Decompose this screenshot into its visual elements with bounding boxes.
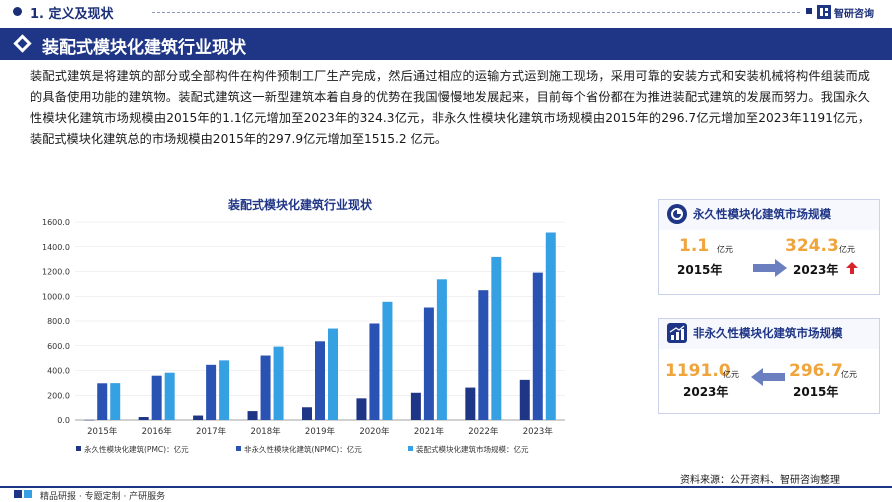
y-tick-label: 0.0 (57, 416, 70, 425)
footer-tagline: 精品研报 · 专题定制 · 产研服务 (40, 492, 166, 502)
legend-swatch (408, 446, 413, 451)
y-tick-label: 400.0 (47, 367, 70, 376)
bar (328, 328, 338, 420)
x-tick-label: 2020年 (359, 426, 390, 437)
legend-swatch (76, 446, 81, 451)
card-header: 非永久性模块化建筑市场规模 (659, 319, 879, 347)
unit-label: 亿元 (841, 370, 857, 379)
square-marker-icon (806, 8, 812, 14)
arrow-left-icon (751, 368, 785, 386)
bar (423, 307, 434, 420)
y-tick-label: 1200.0 (42, 268, 70, 277)
source-note: 资料来源：公开资料、智研咨询整理 (680, 475, 840, 486)
bar-chart: 0.0 200.0 400.0 600.0 800.0 1000.0 1200.0 1400.… (42, 218, 565, 454)
x-tick-label: 2016年 (142, 426, 173, 437)
bar (164, 372, 175, 420)
bar (491, 256, 502, 420)
bar (478, 290, 489, 420)
x-tick-label: 2015年 (87, 426, 118, 437)
value-2015: 296.7 (789, 361, 843, 381)
bar (151, 375, 162, 420)
footer-divider (0, 486, 892, 488)
diamond-icon (13, 34, 32, 53)
brand-logo-icon (817, 5, 831, 19)
bar (545, 232, 556, 420)
year-label: 2015年 (793, 385, 839, 399)
y-tick-label: 800.0 (47, 317, 70, 326)
bar (219, 360, 230, 420)
section-bullet-icon (13, 7, 22, 16)
banner-title: 装配式模块化建筑行业现状 (42, 38, 246, 58)
top-bar: 1. 定义及现状 智研咨询 (0, 0, 892, 24)
legend-label: 装配式模块化建筑市场规模：亿元 (416, 444, 529, 454)
brand-name: 智研咨询 (834, 9, 874, 20)
year-label: 2023年 (683, 385, 729, 399)
bar (410, 392, 421, 420)
chart-title: 装配式模块化建筑行业现状 (227, 198, 372, 212)
bar (84, 419, 95, 421)
bar (247, 411, 258, 420)
x-tick-label: 2019年 (305, 426, 336, 437)
bar (315, 341, 325, 420)
y-tick-label: 1400.0 (42, 243, 70, 252)
y-tick-label: 600.0 (47, 342, 70, 351)
year-label: 2023年 (793, 263, 839, 277)
card-body: 1.1 亿元 2015年 324.3 亿元 2023年 (659, 230, 879, 294)
bar (532, 272, 543, 420)
bar (260, 355, 271, 420)
value-2015: 1.1 (679, 236, 710, 256)
bar (138, 417, 149, 420)
bar (193, 415, 204, 420)
x-tick-label: 2018年 (250, 426, 281, 437)
x-tick-label: 2017年 (196, 426, 227, 437)
value-2023: 324.3 (785, 236, 839, 256)
section-label: 1. 定义及现状 (30, 7, 114, 22)
intro-paragraph: 装配式建筑是将建筑的部分或全部构件在构件预制工厂生产完成，然后通过相应的运输方式… (30, 69, 870, 146)
card-title: 永久性模块化建筑市场规模 (693, 207, 831, 221)
unit-label: 亿元 (723, 370, 739, 379)
unit-label: 亿元 (839, 245, 855, 254)
bar (302, 407, 312, 420)
x-tick-label: 2023年 (523, 426, 554, 437)
bar (465, 387, 476, 420)
bar (519, 379, 530, 420)
x-tick-label: 2022年 (468, 426, 499, 437)
card-permanent-market: 永久性模块化建筑市场规模 1.1 亿元 2015年 324.3 亿元 2023年 (658, 199, 880, 295)
divider (152, 12, 800, 13)
bar (110, 383, 121, 420)
bar (356, 398, 367, 420)
section-banner: 装配式模块化建筑行业现状 (0, 28, 892, 60)
bar (436, 279, 447, 420)
y-tick-label: 1000.0 (42, 292, 70, 301)
card-header: 永久性模块化建筑市场规模 (659, 200, 879, 228)
legend-label: 非永久性模块化建筑(NPMC)：亿元 (244, 444, 362, 454)
value-2023: 1191.0 (665, 361, 731, 381)
legend-label: 永久性模块化建筑(PMC)：亿元 (84, 444, 189, 454)
arrow-right-icon (753, 259, 787, 277)
y-tick-label: 1600.0 (42, 218, 70, 227)
up-arrow-icon (846, 262, 858, 274)
card-nonpermanent-market: 非永久性模块化建筑市场规模 1191.0 亿元 2023年 296.7 亿元 2… (658, 318, 880, 414)
bar (382, 301, 393, 420)
unit-label: 亿元 (717, 245, 733, 254)
year-label: 2015年 (677, 263, 723, 277)
trend-chart-icon (667, 323, 687, 343)
bar (273, 346, 284, 420)
card-body: 1191.0 亿元 2023年 296.7 亿元 2015年 (659, 349, 879, 413)
legend-swatch (236, 446, 241, 451)
y-tick-label: 200.0 (47, 391, 70, 400)
card-title: 非永久性模块化建筑市场规模 (693, 326, 843, 340)
bar (206, 364, 217, 420)
footer-logo-icon (14, 490, 32, 498)
bar (97, 383, 108, 420)
bar (369, 323, 380, 420)
chart-icon (667, 204, 687, 224)
x-tick-label: 2021年 (414, 426, 445, 437)
